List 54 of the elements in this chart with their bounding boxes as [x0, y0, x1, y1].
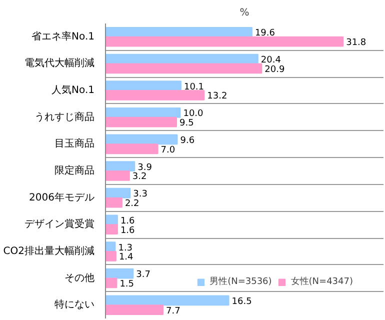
bar	[106, 144, 158, 154]
data-label: 10.0	[183, 109, 204, 120]
data-label: 13.2	[207, 92, 228, 102]
data-label: 1.3	[118, 243, 133, 254]
bar	[106, 268, 134, 279]
data-label: 1.6	[120, 216, 136, 226]
legend-label: 男性(N=3536)	[210, 276, 272, 288]
data-label: 1.4	[118, 252, 134, 263]
data-label: 19.6	[254, 28, 276, 39]
bar	[106, 188, 131, 198]
bar	[106, 224, 118, 235]
data-label: 7.0	[160, 145, 176, 156]
bar	[106, 278, 118, 288]
bar	[106, 63, 262, 74]
bar	[106, 197, 122, 208]
data-label: 1.6	[120, 226, 136, 236]
data-label: 3.2	[132, 172, 147, 182]
data-label: 1.5	[120, 279, 134, 290]
bar	[106, 170, 130, 181]
data-label: 3.7	[136, 270, 150, 280]
y-tick-label: 目玉商品	[54, 138, 94, 150]
y-tick-label: 限定商品	[54, 164, 94, 176]
y-tick-label: 人気No.1	[52, 85, 95, 96]
bar	[106, 161, 136, 172]
data-label: 20.9	[264, 64, 285, 75]
data-label: 9.5	[179, 118, 194, 129]
data-label: 3.3	[133, 190, 148, 200]
bar	[106, 295, 230, 306]
bar	[106, 250, 116, 262]
bar	[106, 27, 252, 38]
x-axis-title: %	[240, 8, 250, 18]
data-label: 16.5	[232, 296, 252, 307]
data-label: 3.9	[138, 162, 152, 173]
bar	[106, 36, 344, 47]
data-label: 10.1	[184, 82, 204, 92]
data-label: 20.4	[260, 56, 282, 66]
data-label: 31.8	[346, 38, 366, 48]
y-tick-label: うれすじ商品	[34, 110, 94, 123]
bar	[106, 80, 182, 92]
bar	[106, 304, 164, 315]
data-label: 7.7	[166, 306, 180, 316]
y-tick-label: 省エネ率No.1	[32, 30, 95, 42]
bar	[106, 107, 181, 118]
y-tick-label: 電気代大幅削減	[24, 57, 94, 70]
data-label: 9.6	[180, 136, 195, 146]
y-tick-label: 2006年モデル	[29, 191, 95, 204]
bar	[106, 90, 205, 100]
y-tick-label: デザイン賞受賞	[24, 218, 94, 230]
y-tick-label: 特にない	[54, 298, 94, 311]
legend-label: 女性(N=4347)	[290, 276, 353, 288]
y-tick-label: CO2排出量大幅削減	[3, 244, 95, 257]
y-tick-label: その他	[64, 272, 94, 284]
data-label: 2.2	[124, 199, 140, 210]
bar	[106, 116, 177, 128]
